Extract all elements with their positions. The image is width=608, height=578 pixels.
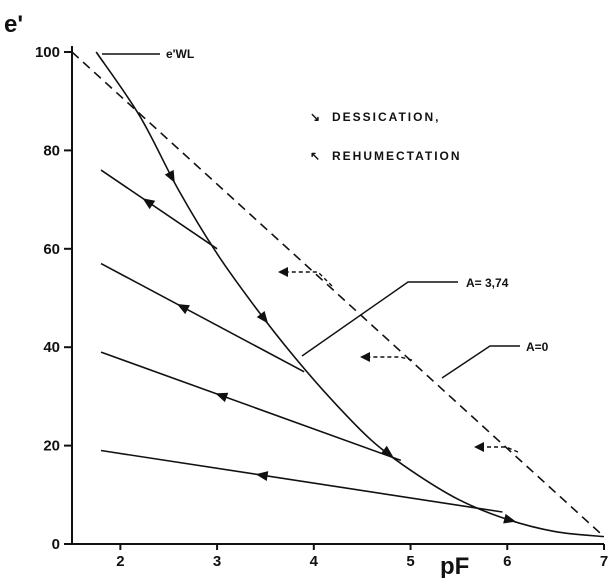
legend-dessication-symbol: ↘	[310, 110, 322, 124]
x-tick-label: 2	[116, 553, 124, 570]
series-group	[71, 51, 605, 538]
a0-dashed-line	[71, 51, 605, 538]
rehumectation-arrow-4	[255, 471, 269, 481]
rehumectation-line-2	[100, 262, 305, 373]
dessication-arrow-1	[164, 169, 175, 183]
x-tick-label: 6	[503, 553, 511, 570]
legend-dessication-label: DESSICATION,	[332, 110, 440, 124]
x-tick-label: 3	[213, 553, 221, 570]
dashed-arrowhead-1	[278, 267, 288, 277]
rehumectation-arrow-1	[142, 198, 156, 210]
y-ticks: 0 20 40 60 80 100	[35, 44, 72, 553]
x-tick-label: 5	[406, 553, 414, 570]
y-tick-label: 100	[35, 44, 60, 61]
annotation-ewl: e'WL	[166, 47, 194, 61]
curve-a0-leader	[441, 345, 520, 379]
y-tick-label: 0	[52, 536, 60, 553]
legend-rehumectation-label: REHUMECTATION	[332, 149, 462, 163]
y-tick-label: 40	[43, 339, 60, 356]
rehumectation-line-3	[100, 351, 402, 462]
x-ticks: 2 3 4 5 6 7	[116, 544, 608, 570]
annotation-curve-a: A= 3,74	[466, 276, 509, 290]
annotations: e'WL A= 3,74 A=0	[102, 47, 549, 379]
annotation-curve-a0: A=0	[526, 340, 549, 354]
rehumectation-line-4	[100, 449, 503, 513]
dessication-arrow-2	[256, 310, 269, 324]
rehumectation-arrow-3	[215, 392, 229, 403]
x-axis-title: pF	[440, 553, 469, 578]
rehumectation-line-1	[100, 169, 218, 250]
y-axis-title: e'	[4, 11, 23, 38]
x-tick-label: 7	[600, 553, 608, 570]
legend-rehumectation-symbol: ↖	[310, 149, 322, 163]
y-tick-label: 60	[43, 241, 60, 258]
dessication-arrow-4	[503, 513, 517, 524]
y-tick-label: 80	[43, 142, 60, 159]
dashed-arrow-2	[366, 356, 413, 361]
axes	[71, 46, 604, 545]
dashed-arrowhead-3	[474, 442, 484, 452]
dessication-curve	[95, 51, 605, 538]
legend: ↘ DESSICATION, ↖ REHUMECTATION	[310, 110, 462, 163]
dessication-arrow-3	[380, 445, 394, 458]
rehumectation-arrow-2	[176, 304, 190, 315]
curve-a-leader	[301, 281, 458, 357]
dashed-arrowhead-2	[360, 352, 370, 362]
dashed-arrow-3	[480, 446, 519, 453]
dashed-arrow-1	[284, 271, 333, 287]
direction-arrows	[142, 169, 517, 524]
y-tick-label: 20	[43, 438, 60, 455]
dashed-arrows	[278, 267, 519, 453]
x-tick-label: 4	[310, 553, 319, 570]
